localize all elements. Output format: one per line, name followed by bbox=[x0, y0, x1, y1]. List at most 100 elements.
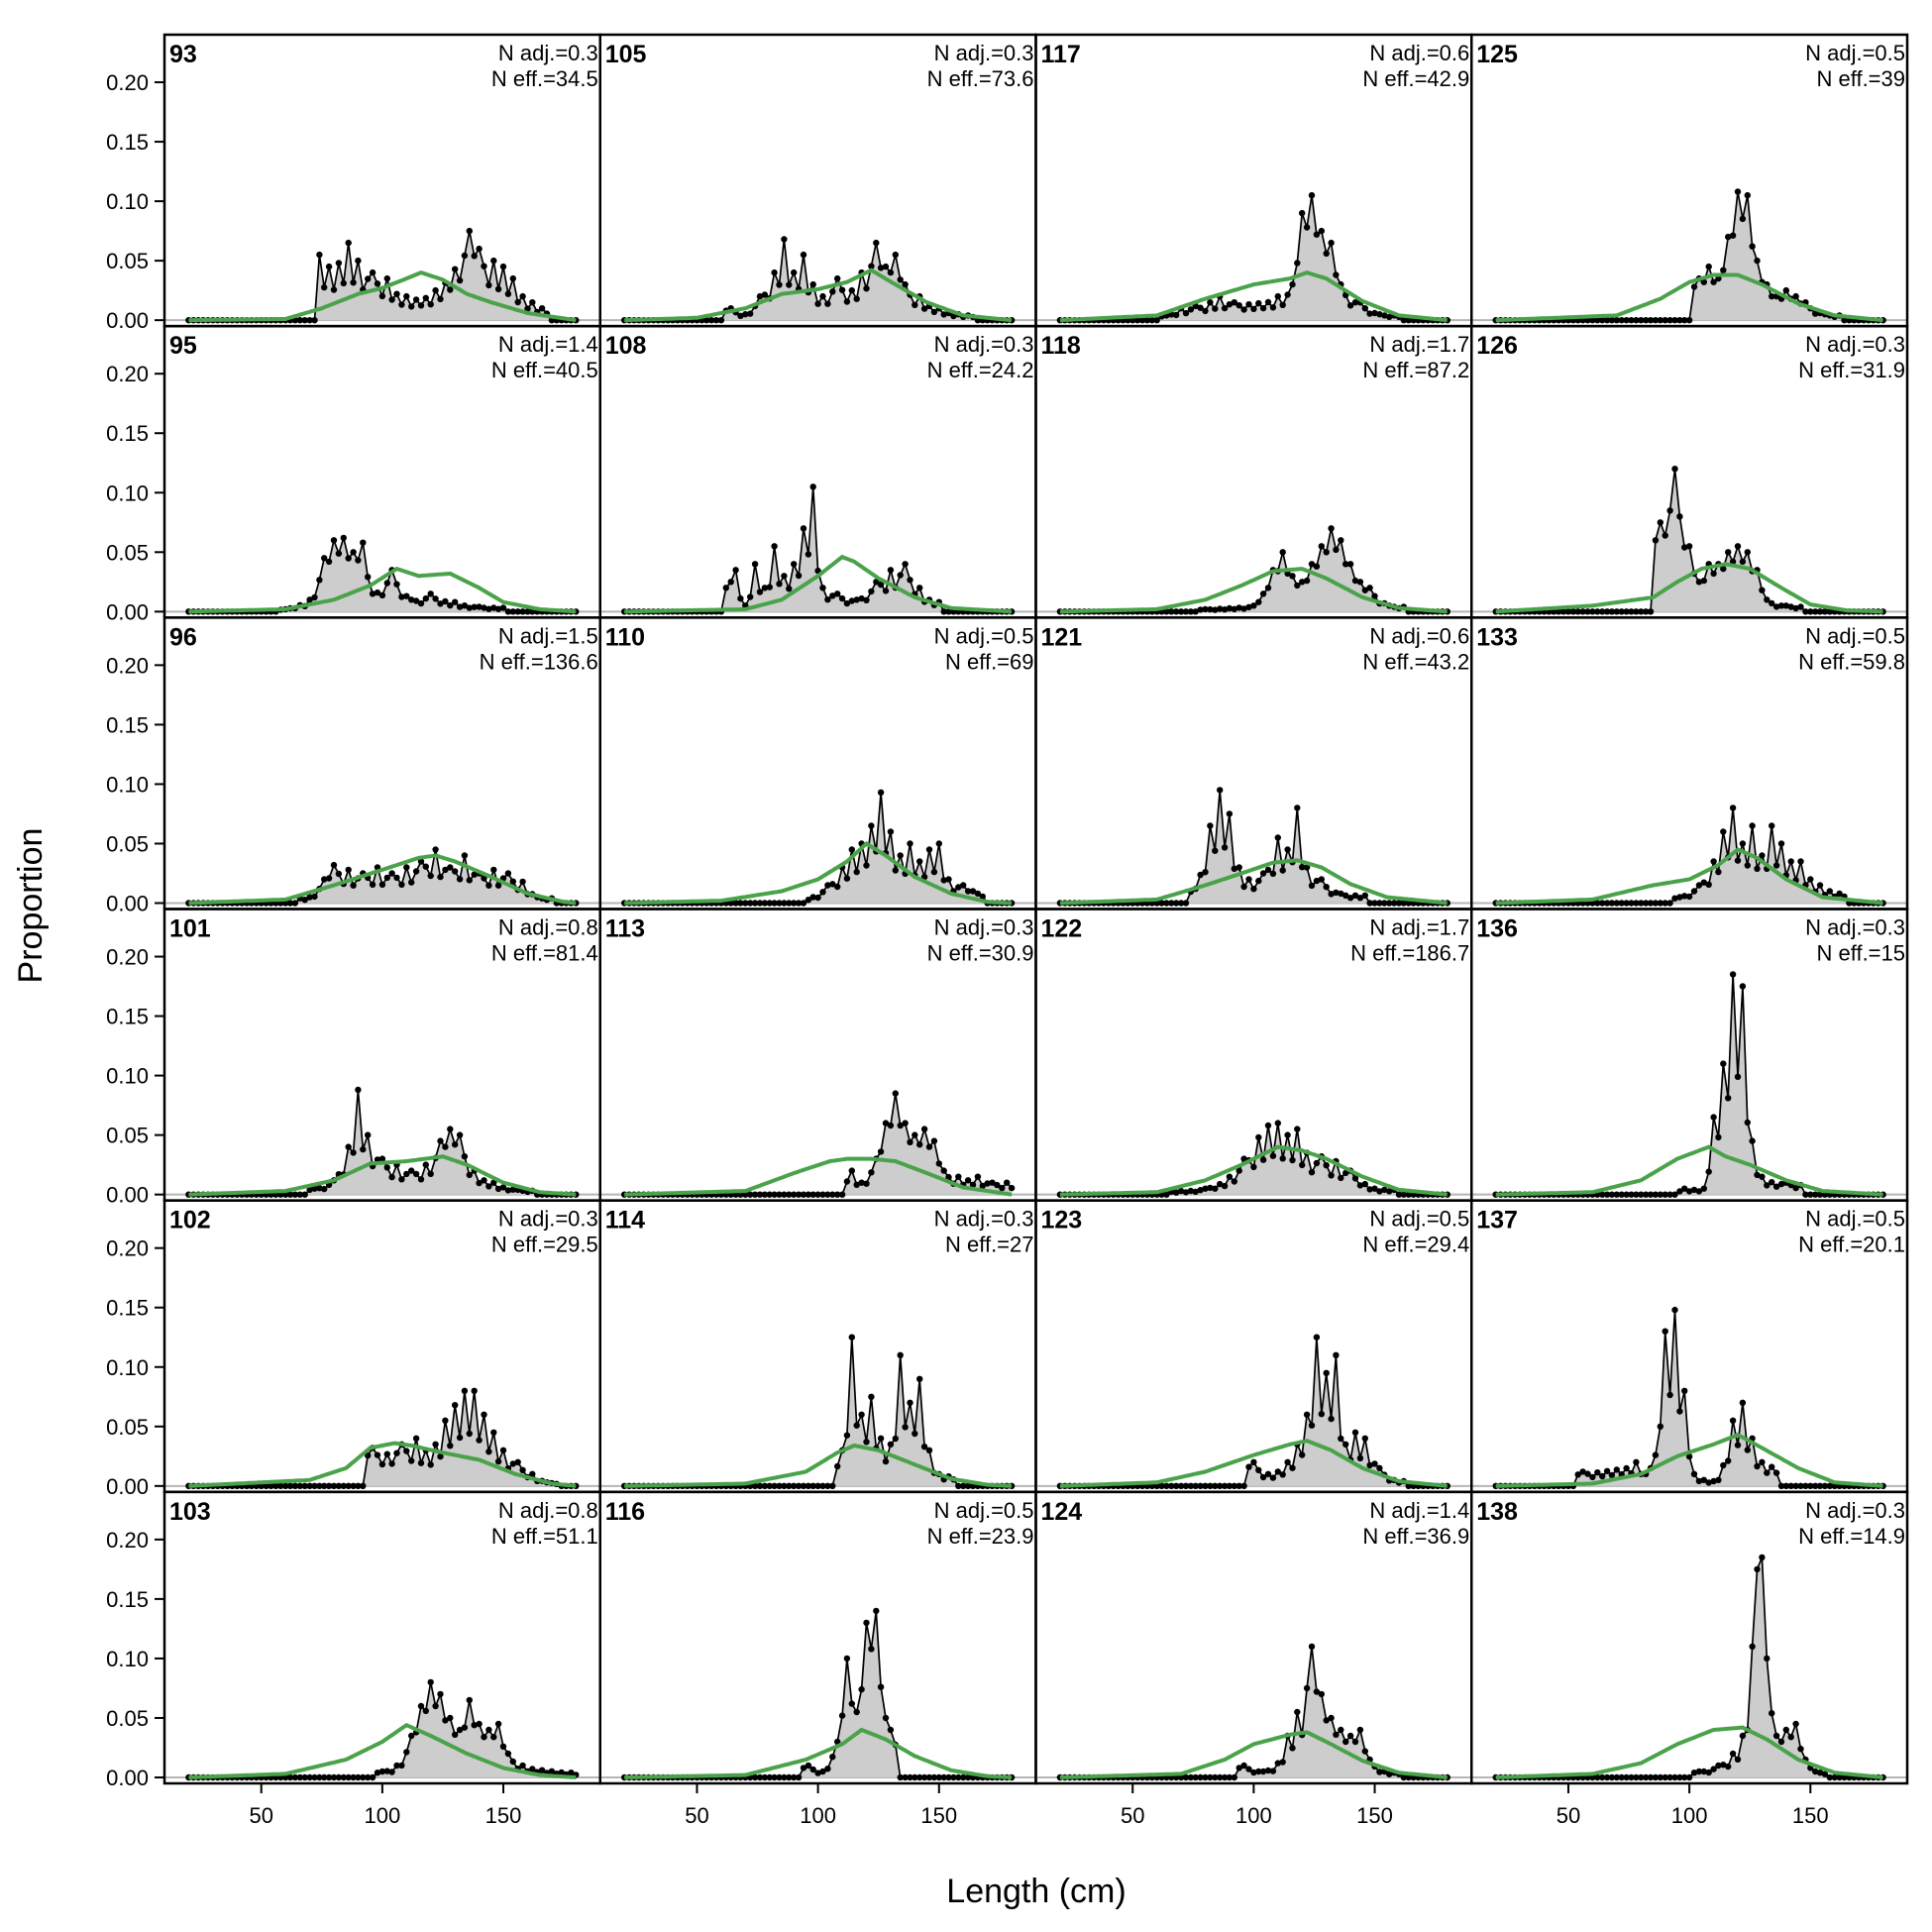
panel-label: 126 bbox=[1476, 332, 1518, 360]
observed-point bbox=[707, 317, 715, 324]
y-tick-label: 0.05 bbox=[106, 249, 149, 273]
observed-point bbox=[1361, 305, 1369, 312]
observed-point bbox=[398, 593, 405, 600]
observed-point bbox=[1764, 1182, 1771, 1189]
observed-point bbox=[1386, 1188, 1393, 1195]
observed-point bbox=[485, 1183, 492, 1190]
observed-point bbox=[1371, 1460, 1378, 1467]
n-eff-label: N eff.=42.9 bbox=[1362, 66, 1469, 91]
observed-point bbox=[461, 1387, 469, 1395]
observed-point bbox=[1681, 544, 1688, 551]
observed-line bbox=[1495, 974, 1883, 1196]
observed-point bbox=[1826, 1482, 1834, 1490]
observed-point bbox=[1197, 1773, 1204, 1781]
panel-101: 101 N adj.=0.8N eff.=81.4 bbox=[162, 908, 601, 1202]
n-eff-label: N eff.=186.7 bbox=[1350, 941, 1469, 966]
observed-point bbox=[452, 1731, 459, 1739]
observed-point bbox=[408, 303, 415, 310]
observed-point bbox=[1182, 1189, 1190, 1196]
panel-label: 124 bbox=[1041, 1498, 1083, 1526]
observed-point bbox=[1695, 1768, 1703, 1775]
observed-point bbox=[1376, 1769, 1383, 1775]
observed-point bbox=[1182, 900, 1190, 907]
y-tick-label: 0.10 bbox=[106, 1647, 149, 1671]
observed-point bbox=[1777, 602, 1785, 609]
observed-point bbox=[412, 868, 420, 875]
observed-point bbox=[1705, 263, 1712, 270]
observed-point bbox=[1231, 605, 1238, 612]
panel-label: 116 bbox=[605, 1498, 645, 1526]
observed-point bbox=[809, 1482, 816, 1490]
observed-point bbox=[1217, 1482, 1224, 1490]
observed-point bbox=[1381, 900, 1388, 907]
observed-point bbox=[902, 1424, 909, 1431]
observed-point bbox=[1603, 1773, 1611, 1781]
observed-point bbox=[863, 1439, 870, 1446]
observed-point bbox=[853, 868, 860, 876]
panel-113: 113 N adj.=0.3N eff.=30.9 bbox=[598, 908, 1037, 1202]
observed-point bbox=[945, 1773, 952, 1781]
observed-point bbox=[925, 1143, 933, 1150]
observed-point bbox=[1351, 1429, 1359, 1437]
observed-point bbox=[494, 1185, 502, 1193]
observed-point bbox=[330, 1482, 338, 1490]
observed-point bbox=[863, 596, 870, 603]
x-tick-label: 100 bbox=[1235, 1803, 1272, 1828]
observed-point bbox=[499, 1743, 507, 1751]
observed-point bbox=[369, 881, 376, 888]
observed-point bbox=[1807, 608, 1814, 615]
observed-point bbox=[417, 1702, 425, 1710]
observed-point bbox=[1662, 532, 1668, 539]
observed-point bbox=[1168, 1482, 1175, 1490]
observed-point bbox=[897, 572, 904, 579]
observed-point bbox=[1269, 1474, 1277, 1481]
observed-point bbox=[1235, 1167, 1242, 1174]
observed-point bbox=[1777, 1180, 1785, 1188]
observed-point bbox=[809, 280, 816, 288]
panel-label: 136 bbox=[1476, 915, 1518, 943]
observed-point bbox=[868, 822, 875, 829]
observed-point bbox=[1594, 1773, 1601, 1781]
observed-point bbox=[529, 1766, 536, 1772]
observed-point bbox=[1764, 1655, 1771, 1663]
observed-point bbox=[989, 1179, 996, 1186]
observed-point bbox=[1303, 577, 1311, 585]
observed-point bbox=[1744, 549, 1752, 556]
observed-point bbox=[383, 1450, 390, 1457]
observed-point bbox=[316, 1482, 323, 1490]
observed-point bbox=[1671, 466, 1678, 473]
observed-point bbox=[306, 317, 313, 324]
observed-point bbox=[1725, 1763, 1732, 1771]
observed-area bbox=[624, 1337, 1013, 1486]
observed-point bbox=[1163, 608, 1170, 615]
observed-point bbox=[1177, 608, 1185, 615]
observed-point bbox=[383, 580, 390, 587]
observed-point bbox=[325, 263, 333, 270]
observed-point bbox=[452, 266, 459, 272]
observed-point bbox=[722, 585, 729, 591]
observed-point bbox=[1338, 1726, 1344, 1734]
observed-point bbox=[499, 1184, 507, 1191]
observed-point bbox=[838, 1712, 846, 1719]
observed-point bbox=[853, 1422, 860, 1429]
observed-point bbox=[1638, 1773, 1645, 1781]
observed-point bbox=[907, 1399, 913, 1407]
observed-point bbox=[1638, 608, 1645, 615]
y-tick-label: 0.15 bbox=[106, 130, 149, 155]
observed-point bbox=[955, 1773, 962, 1781]
observed-point bbox=[1685, 1452, 1693, 1460]
observed-point bbox=[1657, 900, 1664, 907]
observed-point bbox=[1207, 299, 1214, 306]
observed-point bbox=[1303, 1411, 1311, 1419]
observed-point bbox=[838, 286, 846, 293]
n-eff-label: N eff.=23.9 bbox=[927, 1524, 1034, 1549]
observed-point bbox=[1202, 605, 1209, 613]
observed-point bbox=[848, 1167, 855, 1174]
observed-point bbox=[1812, 1191, 1819, 1198]
observed-point bbox=[809, 1191, 816, 1198]
observed-point bbox=[1769, 599, 1775, 607]
observed-point bbox=[1725, 1095, 1732, 1102]
observed-point bbox=[892, 1090, 899, 1097]
observed-point bbox=[1676, 894, 1683, 901]
observed-point bbox=[1356, 1726, 1364, 1734]
